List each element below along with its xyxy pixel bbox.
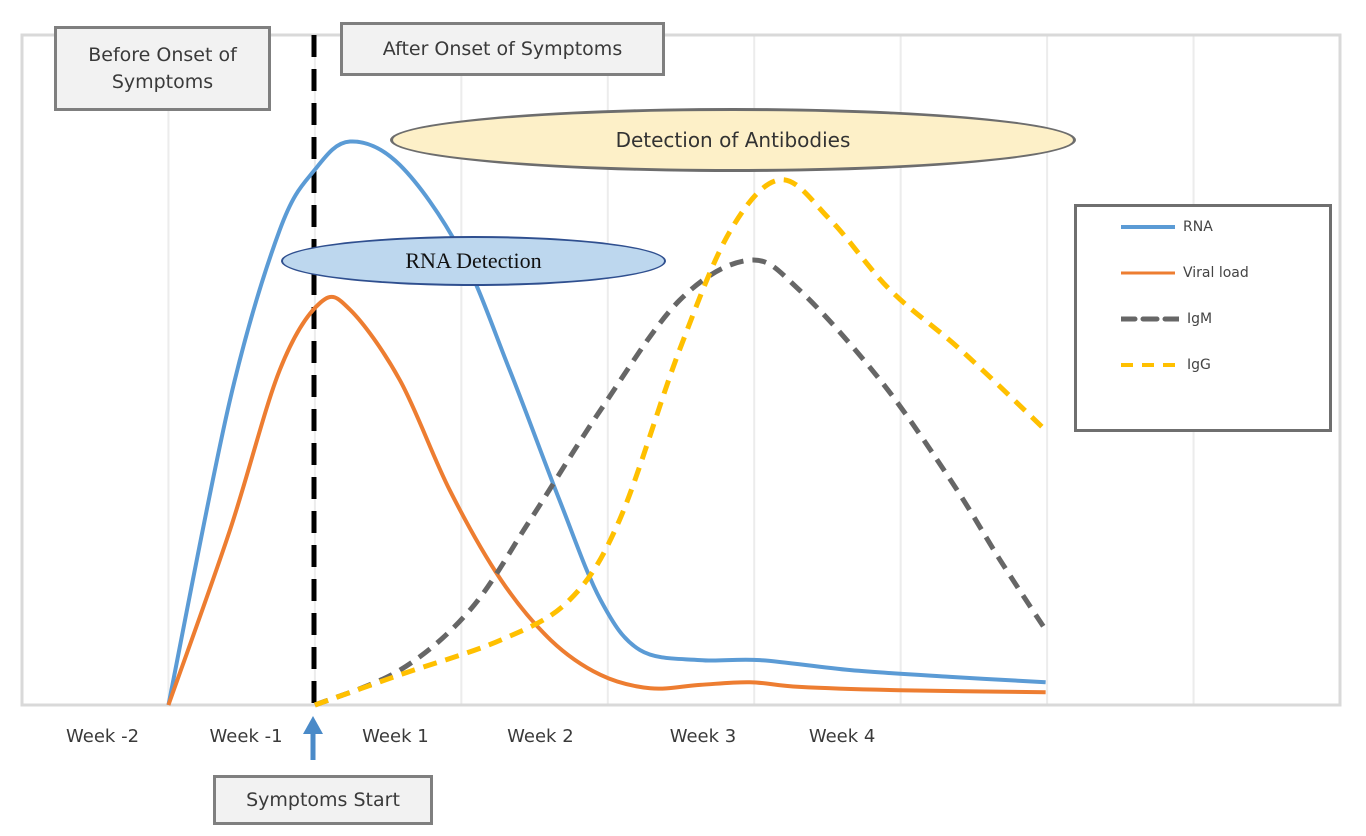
x-tick-label: Week -1 (209, 726, 283, 747)
x-tick-label: Week 4 (808, 726, 876, 747)
rna-detection-label: RNA Detection (281, 236, 666, 286)
x-tick-label: Week -2 (66, 726, 140, 747)
plot-frame (20, 33, 1342, 707)
series-line-igm (313, 257, 1048, 708)
before-onset-box: Before Onset of Symptoms (54, 26, 271, 111)
x-tick-label: Week 2 (507, 726, 574, 747)
legend-item-igg: IgG (1121, 357, 1211, 373)
series-line-rna (166, 139, 1046, 706)
legend-item-viral-load: Viral load (1121, 265, 1249, 281)
after-onset-box: After Onset of Symptoms (340, 22, 665, 76)
legend-swatch-igm (1121, 316, 1179, 322)
legend-swatch-rna (1121, 225, 1175, 229)
legend-swatch-igg (1121, 363, 1179, 367)
legend-swatch-viral-load (1121, 271, 1175, 275)
series-line-viral-load (166, 294, 1046, 706)
legend-label: RNA (1183, 219, 1213, 235)
symptoms-start-text: Symptoms Start (246, 788, 400, 811)
before-onset-text: Before Onset of Symptoms (88, 43, 237, 93)
antibody-detection-text: Detection of Antibodies (615, 128, 851, 152)
legend-label: IgG (1187, 357, 1211, 373)
after-onset-text: After Onset of Symptoms (382, 37, 623, 60)
up-arrow-icon (303, 716, 323, 760)
legend-item-igm: IgM (1121, 311, 1212, 327)
legend: RNA Viral load IgM IgG (1074, 204, 1332, 432)
antibody-detection-label: Detection of Antibodies (390, 108, 1076, 172)
legend-item-rna: RNA (1121, 219, 1213, 235)
symptoms-start-box: Symptoms Start (213, 775, 433, 825)
x-tick-label: Week 3 (669, 726, 737, 747)
rna-detection-text: RNA Detection (405, 248, 542, 273)
series-line-igg (314, 177, 1048, 708)
legend-label: IgM (1187, 311, 1213, 327)
x-tick-label: Week 1 (362, 726, 429, 747)
legend-label: Viral load (1183, 265, 1249, 281)
